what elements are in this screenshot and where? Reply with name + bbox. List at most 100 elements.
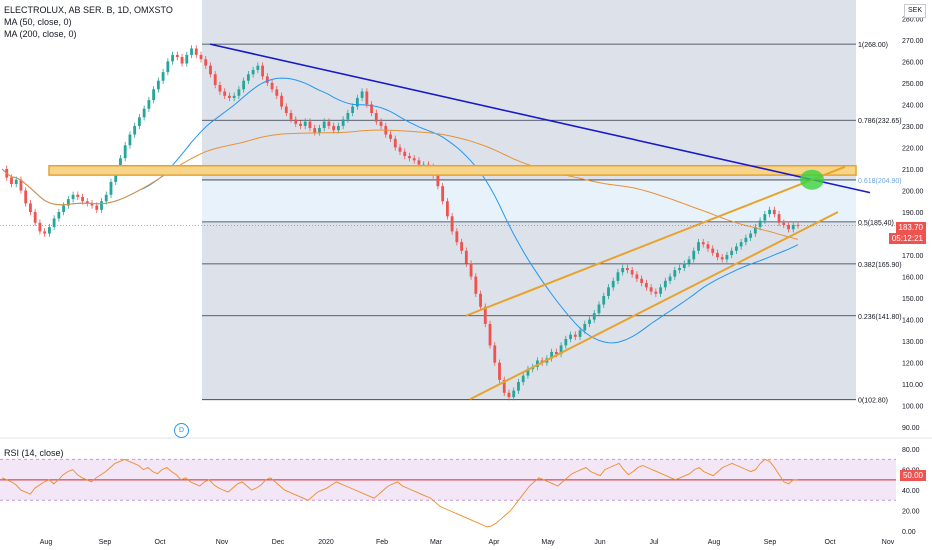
candle-body	[232, 95, 236, 98]
candle-body	[573, 334, 577, 337]
y-tick-label: 100.00	[902, 404, 924, 411]
downtrend-line	[209, 43, 871, 194]
candle-body	[758, 220, 762, 228]
candle-body	[318, 128, 321, 133]
candle-body	[256, 65, 260, 70]
candle-body	[19, 179, 23, 191]
candle-body	[76, 194, 80, 197]
candle-body	[190, 48, 193, 55]
candle-body	[474, 276, 478, 294]
candle-body	[346, 113, 350, 120]
y-tick-label: 230.00	[902, 124, 924, 131]
candle-body	[398, 147, 402, 152]
candle-body	[734, 246, 738, 251]
candle-body	[706, 244, 710, 249]
candle-body	[161, 72, 165, 81]
candle-body	[246, 74, 250, 81]
candle-body	[460, 242, 464, 251]
candle-body	[412, 158, 416, 161]
x-tick-label: Nov	[216, 539, 229, 546]
candle-body	[228, 95, 231, 98]
rsi-value-tag: 50.00	[899, 470, 926, 481]
candle-body	[716, 252, 719, 258]
candle-body	[512, 390, 516, 398]
candle-body	[133, 125, 137, 135]
candle-body	[95, 205, 99, 210]
candle-body	[744, 237, 748, 243]
candle-body	[180, 57, 184, 64]
candle-body	[554, 351, 558, 355]
candle-body	[251, 69, 255, 75]
candle-body	[166, 61, 170, 73]
candle-body	[630, 270, 634, 275]
candle-body	[517, 382, 520, 391]
y-tick-label: 200.00	[902, 188, 924, 195]
candle-body	[223, 91, 227, 96]
candle-body	[663, 280, 667, 288]
currency-button[interactable]: SEK	[904, 4, 926, 18]
ma200-legend[interactable]: MA (200, close, 0)	[4, 29, 77, 39]
x-tick-label: Nov	[882, 539, 895, 546]
candle-body	[616, 272, 620, 281]
candle-body	[10, 177, 13, 185]
candle-body	[417, 160, 421, 165]
candle-body	[498, 362, 501, 380]
candle-body	[782, 222, 786, 225]
candle-body	[218, 85, 222, 92]
candle-body	[38, 222, 42, 232]
candle-body	[682, 263, 686, 268]
candle-body	[147, 100, 151, 109]
candle-body	[351, 106, 355, 114]
candle-body	[355, 97, 359, 107]
candle-body	[640, 278, 644, 284]
ma50-legend[interactable]: MA (50, close, 0)	[4, 17, 72, 27]
candle-body	[284, 106, 288, 114]
candle-body	[455, 231, 459, 243]
fib-label-6: 0(102.80)	[858, 398, 888, 405]
candle-body	[322, 121, 326, 129]
candle-body	[720, 257, 724, 260]
candle-body	[370, 104, 373, 114]
y-tick-label: 110.00	[902, 382, 923, 389]
candle-body	[313, 128, 317, 133]
countdown-tag: 05:12:21	[888, 233, 926, 244]
x-tick-label: May	[541, 539, 555, 546]
candle-body	[81, 196, 84, 202]
candle-body	[535, 360, 539, 367]
candle-body	[379, 121, 383, 126]
rsi-y-tick-label: 20.00	[902, 509, 920, 516]
candle-body	[175, 54, 179, 58]
candle-body	[29, 203, 32, 213]
y-tick-label: 150.00	[902, 296, 924, 303]
candle-body	[464, 250, 468, 264]
last-price-tag: 183.70	[895, 222, 926, 233]
candle-body	[341, 119, 345, 126]
y-tick-label: 160.00	[902, 275, 924, 282]
candle-body	[777, 214, 781, 223]
dividend-badge[interactable]: D	[174, 423, 189, 438]
candle-body	[592, 313, 596, 320]
candle-body	[47, 227, 51, 234]
symbol-title[interactable]: ELECTROLUX, AB SER. B, 1D, OMXSTO	[4, 5, 173, 15]
candle-body	[62, 205, 66, 213]
candle-body	[725, 255, 729, 260]
candle-body	[791, 224, 795, 230]
breakout-highlight	[800, 169, 824, 190]
candle-body	[692, 250, 696, 260]
candle-body	[327, 121, 331, 126]
candle-body	[374, 113, 378, 122]
rsi-legend[interactable]: RSI (14, close)	[4, 448, 64, 458]
x-tick-label: Sep	[764, 539, 777, 546]
candle-body	[697, 242, 700, 251]
candle-body	[469, 263, 473, 277]
candle-body	[185, 54, 189, 64]
candle-body	[43, 231, 47, 234]
y-tick-label: 190.00	[902, 210, 924, 217]
candle-body	[142, 108, 146, 118]
rsi-y-tick-label: 40.00	[902, 488, 920, 495]
candle-body	[299, 123, 302, 126]
candle-body	[668, 276, 672, 281]
candle-body	[71, 194, 75, 200]
